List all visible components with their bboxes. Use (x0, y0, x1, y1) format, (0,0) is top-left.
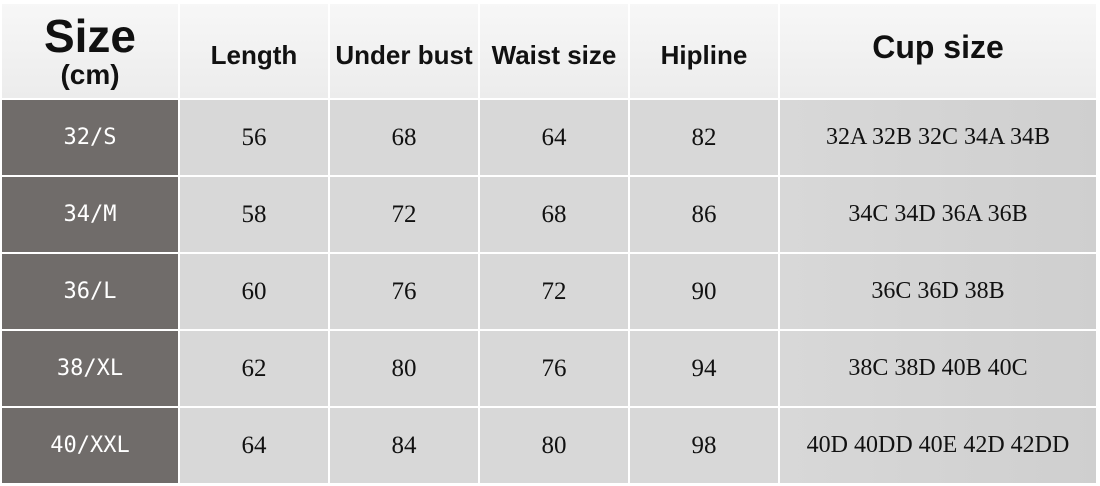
table-cell: 86 (630, 177, 778, 252)
column-header: Hipline (630, 4, 778, 98)
table-cell: 68 (480, 177, 628, 252)
size-unit: (cm) (60, 59, 120, 90)
table-cell: 82 (630, 100, 778, 175)
table-cell: 98 (630, 408, 778, 483)
table-cell: 72 (480, 254, 628, 329)
table-cell: 58 (180, 177, 328, 252)
size-header: Size (cm) (2, 4, 178, 98)
column-header: Cup size (780, 4, 1096, 98)
table-cell: 76 (480, 331, 628, 406)
table-cell: 64 (180, 408, 328, 483)
table-cell: 72 (330, 177, 478, 252)
table-cell: 56 (180, 100, 328, 175)
table-cell: 80 (330, 331, 478, 406)
table-cell: 32A 32B 32C 34A 34B (780, 100, 1096, 175)
size-table: Size (cm) Length Under bust Waist size Hiplin… (2, 4, 1096, 483)
table-cell: 76 (330, 254, 478, 329)
column-header: Length (180, 4, 328, 98)
table-cell: 64 (480, 100, 628, 175)
table-cell: 60 (180, 254, 328, 329)
table-cell: 80 (480, 408, 628, 483)
table-cell: 68 (330, 100, 478, 175)
table-cell: 34C 34D 36A 36B (780, 177, 1096, 252)
size-label: 40/XXL (2, 408, 178, 483)
table-cell: 62 (180, 331, 328, 406)
table-cell: 40D 40DD 40E 42D 42DD (780, 408, 1096, 483)
size-title: Size (43, 10, 137, 62)
size-label: 36/L (2, 254, 178, 329)
size-label: 34/M (2, 177, 178, 252)
size-label: 38/XL (2, 331, 178, 406)
table-cell: 84 (330, 408, 478, 483)
column-header: Waist size (480, 4, 628, 98)
table-cell: 90 (630, 254, 778, 329)
table-cell: 36C 36D 38B (780, 254, 1096, 329)
table-cell: 94 (630, 331, 778, 406)
table-cell: 38C 38D 40B 40C (780, 331, 1096, 406)
column-header: Under bust (330, 4, 478, 98)
size-label: 32/S (2, 100, 178, 175)
